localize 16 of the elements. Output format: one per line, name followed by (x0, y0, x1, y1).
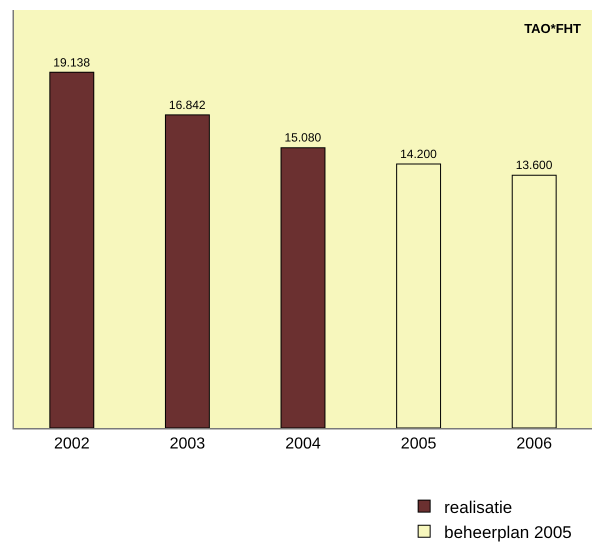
x-tick-label: 2003 (170, 436, 206, 453)
x-tick-label: 2005 (400, 436, 436, 453)
x-tick-label: 2002 (54, 436, 90, 453)
bar (164, 114, 210, 428)
data-label: 19.138 (53, 55, 90, 70)
data-label: 13.600 (516, 158, 553, 172)
data-label: 16.842 (168, 98, 206, 112)
legend-label: realisatie (444, 498, 512, 517)
legend-label: beheerplan 2005 (444, 522, 572, 542)
data-label: 15.080 (284, 130, 322, 145)
bar (49, 72, 94, 428)
x-tick-label: 2006 (516, 436, 552, 453)
chart-title: TAO*FHT (524, 21, 582, 36)
bar (280, 147, 326, 428)
x-tick-label: 2004 (285, 436, 321, 453)
data-label: 14.200 (400, 147, 438, 162)
